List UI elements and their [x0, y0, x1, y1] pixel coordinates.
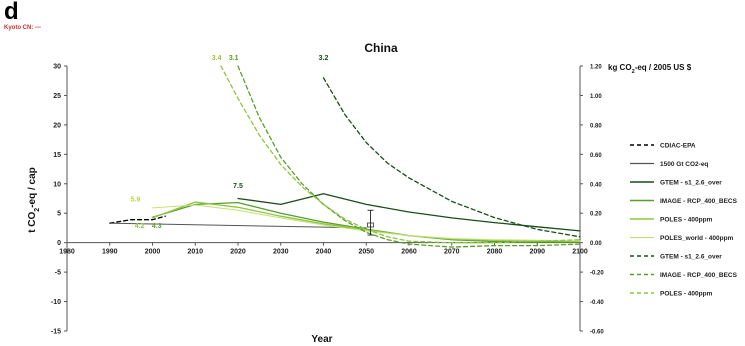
- y2-tick-label: 0.80: [590, 123, 602, 129]
- data-label: 3.1: [229, 55, 239, 62]
- x-tick-label: 2010: [187, 249, 203, 256]
- y-tick-label: 0: [57, 240, 61, 247]
- data-label: 4.3: [152, 223, 162, 230]
- y-tick-label: -15: [51, 329, 61, 336]
- chart-title: China: [364, 41, 398, 55]
- y2-tick-label: 0.00: [590, 241, 602, 247]
- y-tick-label: 20: [53, 122, 61, 129]
- legend-label: POLES_world - 400ppm: [660, 235, 734, 242]
- series-line: [152, 204, 581, 242]
- y2-tick-label: 1.20: [590, 65, 602, 71]
- x-tick-label: 2050: [358, 249, 374, 256]
- y-tick-label: 15: [53, 152, 61, 159]
- legend-label: CDIAC-EPA: [660, 143, 696, 150]
- x-tick-label: 2040: [316, 249, 332, 256]
- y-tick-label: 5: [57, 211, 61, 218]
- y-tick-label: 10: [53, 181, 61, 188]
- legend-label: POLES - 400ppm: [660, 291, 713, 298]
- x-tick-label: 1980: [59, 249, 75, 256]
- data-label: 4.2: [135, 223, 145, 230]
- x-tick-label: 2100: [572, 249, 588, 256]
- series-line: [151, 201, 581, 243]
- y-tick-label: -5: [55, 270, 61, 277]
- series-line: [109, 222, 367, 229]
- series-layer: [109, 65, 581, 248]
- series-line: [220, 65, 581, 244]
- x-tick-label: 2020: [230, 249, 246, 256]
- error-bar-box: [367, 222, 374, 228]
- y2-tick-label: 0.40: [590, 182, 602, 188]
- legend-label: GTEM - s1_2.6_over: [660, 254, 722, 261]
- x-tick-label: 2090: [529, 249, 545, 256]
- axes: 30 25 20 15 10 5 0 -5 -10 -15 1.20 1.00 0.80 0.60 0.40…: [51, 64, 604, 336]
- x-tick-label: 2080: [487, 249, 503, 256]
- y2-tick-label: 1.00: [590, 94, 602, 100]
- annotations: 3.4 3.1 3.2 7.5 5.9 4.2 4.3: [131, 55, 329, 230]
- panel-letter: d: [4, 0, 19, 25]
- y2-tick-label: 0.20: [590, 212, 602, 218]
- x-tick-label: 2060: [401, 249, 417, 256]
- legend-label: 1500 Gt CO2-eq: [660, 161, 708, 168]
- data-label: 5.9: [131, 196, 141, 203]
- x-tick-label: 2070: [444, 249, 460, 256]
- legend: CDIAC-EPA 1500 Gt CO2-eq GTEM - s1_2.6_ove…: [630, 143, 738, 298]
- y-axis-title: t CO2-eq / cap: [27, 167, 41, 233]
- y2-tick-label: -0.60: [590, 330, 604, 336]
- y2-tick-label: 0.60: [590, 153, 602, 159]
- y2-tick-label: -0.20: [590, 271, 604, 277]
- data-label: 3.2: [319, 55, 329, 62]
- y-tick-label: 25: [53, 93, 61, 100]
- x-tick-label: 2000: [145, 249, 161, 256]
- data-label: 3.4: [212, 55, 222, 62]
- legend-label: IMAGE - RCP_400_BECS: [660, 198, 738, 205]
- x-axis-title: Year: [311, 334, 332, 345]
- series-line: [237, 65, 581, 248]
- series-line: [237, 193, 581, 232]
- x-tick-label: 1990: [102, 249, 118, 256]
- series-line: [322, 77, 581, 238]
- y-tick-label: -10: [51, 299, 61, 306]
- y2-axis-title: kg CO2-eq / 2005 US $: [608, 63, 692, 75]
- x-tick-label: 2030: [273, 249, 289, 256]
- kyoto-note: Kyoto CN: ---: [4, 25, 41, 31]
- y2-tick-label: -0.40: [590, 300, 604, 306]
- legend-label: IMAGE - RCP_400_BECS: [660, 272, 738, 279]
- data-label: 7.5: [233, 183, 243, 190]
- legend-label: POLES - 400ppm: [660, 217, 713, 224]
- y-tick-label: 30: [53, 64, 61, 71]
- legend-label: GTEM - s1_2.6_over: [660, 180, 722, 187]
- series-line: [109, 215, 166, 224]
